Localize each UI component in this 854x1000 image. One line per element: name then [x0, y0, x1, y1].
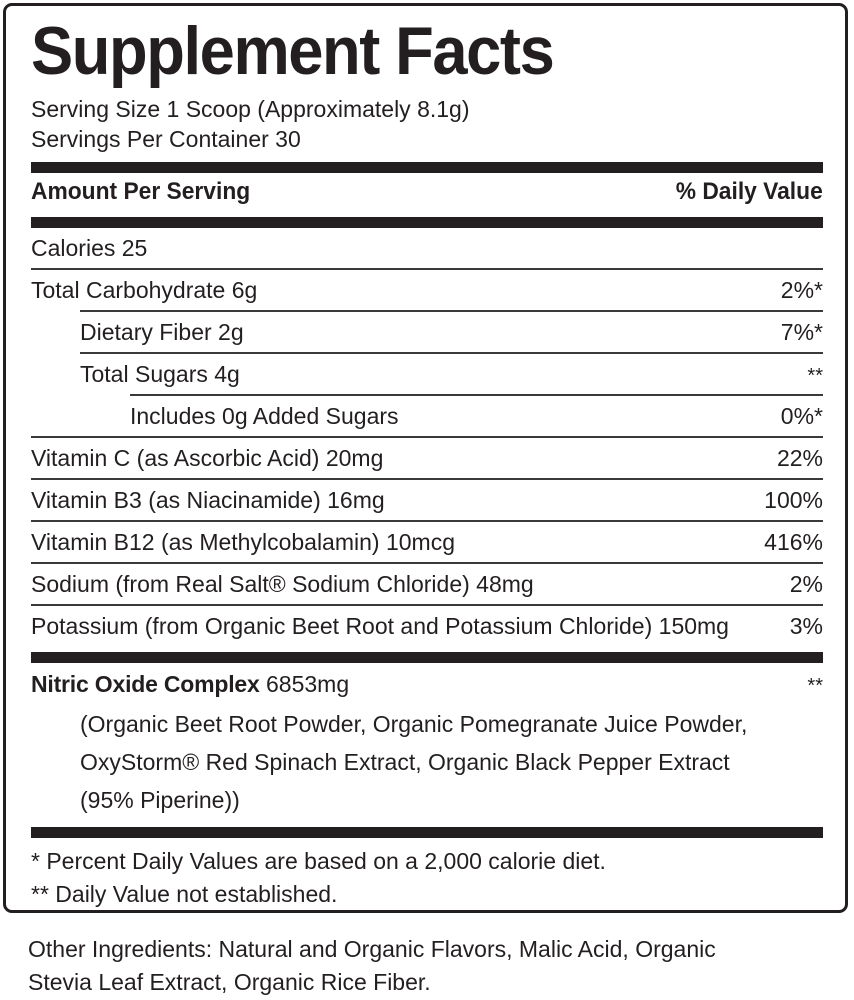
serving-size: Serving Size 1 Scoop (Approximately 8.1g… — [31, 95, 470, 122]
nutrient-dv: 7%* — [780, 318, 823, 345]
nutrient-dv: 2% — [789, 570, 823, 597]
table-row: Vitamin B3 (as Niacinamide) 16mg 100% — [31, 480, 823, 520]
nutrient-label: Includes 0g Added Sugars — [130, 402, 399, 429]
nutrient-label: Calories 25 — [31, 234, 148, 261]
row-divider — [130, 393, 823, 396]
row-divider — [31, 267, 823, 270]
amount-per-serving-header: Amount Per Serving — [31, 177, 251, 205]
row-divider — [31, 603, 823, 606]
page-title: Supplement Facts — [31, 13, 555, 89]
row-divider — [31, 519, 823, 522]
table-header: Amount Per Serving % Daily Value — [31, 173, 823, 211]
blend-amount: 6853mg — [266, 670, 350, 697]
table-row: Potassium (from Organic Beet Root and Po… — [31, 606, 823, 646]
servings-per-container: Servings Per Container 30 — [31, 125, 301, 152]
other-ingredients: Other Ingredients: Natural and Organic F… — [28, 933, 828, 999]
table-row: Sodium (from Real Salt® Sodium Chloride)… — [31, 564, 823, 604]
nutrient-label: Dietary Fiber 2g — [80, 318, 244, 345]
row-divider — [80, 351, 823, 354]
nutrient-dv: 3% — [789, 612, 823, 639]
table-row: Total Sugars 4g ** — [31, 354, 823, 394]
divider-thick-under-header — [31, 216, 823, 228]
nutrient-label: Total Sugars 4g — [80, 360, 240, 387]
table-row: Includes 0g Added Sugars 0%* — [31, 396, 823, 436]
row-divider — [31, 561, 823, 564]
nutrient-dv: 100% — [764, 486, 823, 513]
blend-name: Nitric Oxide Complex — [31, 670, 260, 697]
nutrient-label: Vitamin C (as Ascorbic Acid) 20mg — [31, 444, 384, 471]
blend-ingredients: (Organic Beet Root Powder, Organic Pomeg… — [31, 701, 823, 819]
table-row: Vitamin C (as Ascorbic Acid) 20mg 22% — [31, 438, 823, 478]
nutrient-dv: 0%* — [780, 402, 823, 429]
table-row: Dietary Fiber 2g 7%* — [31, 312, 823, 352]
other-ingredients-line: Stevia Leaf Extract, Organic Rice Fiber. — [28, 969, 431, 995]
blend-row: Nitric Oxide Complex 6853mg ** — [31, 670, 823, 697]
nutrient-label: Total Carbohydrate 6g — [31, 276, 258, 303]
other-ingredients-line: Other Ingredients: Natural and Organic F… — [28, 936, 716, 962]
row-divider — [31, 477, 823, 480]
facts-panel: Supplement Facts Serving Size 1 Scoop (A… — [3, 3, 848, 913]
daily-value-header: % Daily Value — [675, 177, 823, 205]
blend-ingredient-line: (95% Piperine)) — [80, 786, 240, 813]
serving-info: Serving Size 1 Scoop (Approximately 8.1g… — [31, 94, 823, 154]
divider-thick-bottom — [31, 826, 823, 838]
footnote-dv-not-established: ** Daily Value not established. — [31, 880, 338, 907]
nutrient-label: Potassium (from Organic Beet Root and Po… — [31, 612, 729, 639]
table-row: Vitamin B12 (as Methylcobalamin) 10mcg 4… — [31, 522, 823, 562]
nutrient-label: Vitamin B12 (as Methylcobalamin) 10mcg — [31, 528, 455, 555]
nutrient-label: Sodium (from Real Salt® Sodium Chloride)… — [31, 570, 534, 597]
row-divider — [80, 309, 823, 312]
nutrient-label: Vitamin B3 (as Niacinamide) 16mg — [31, 486, 385, 513]
footnote-daily-value-basis: * Percent Daily Values are based on a 2,… — [31, 847, 606, 874]
divider-thick-above-blend — [31, 651, 823, 663]
blend-ingredient-line: (Organic Beet Root Powder, Organic Pomeg… — [80, 710, 748, 737]
nutrient-dv: 22% — [776, 444, 823, 471]
table-row: Calories 25 — [31, 228, 823, 268]
nutrient-dv: 2%* — [780, 276, 823, 303]
blend-ingredient-line: OxyStorm® Red Spinach Extract, Organic B… — [80, 748, 730, 775]
nutrient-dv: 416% — [764, 528, 823, 555]
divider-thick-top — [31, 161, 823, 173]
row-divider — [31, 435, 823, 438]
facts-panel-inner: Supplement Facts Serving Size 1 Scoop (A… — [6, 13, 845, 911]
footnotes: * Percent Daily Values are based on a 2,… — [31, 838, 823, 911]
table-row: Total Carbohydrate 6g 2%* — [31, 270, 823, 310]
